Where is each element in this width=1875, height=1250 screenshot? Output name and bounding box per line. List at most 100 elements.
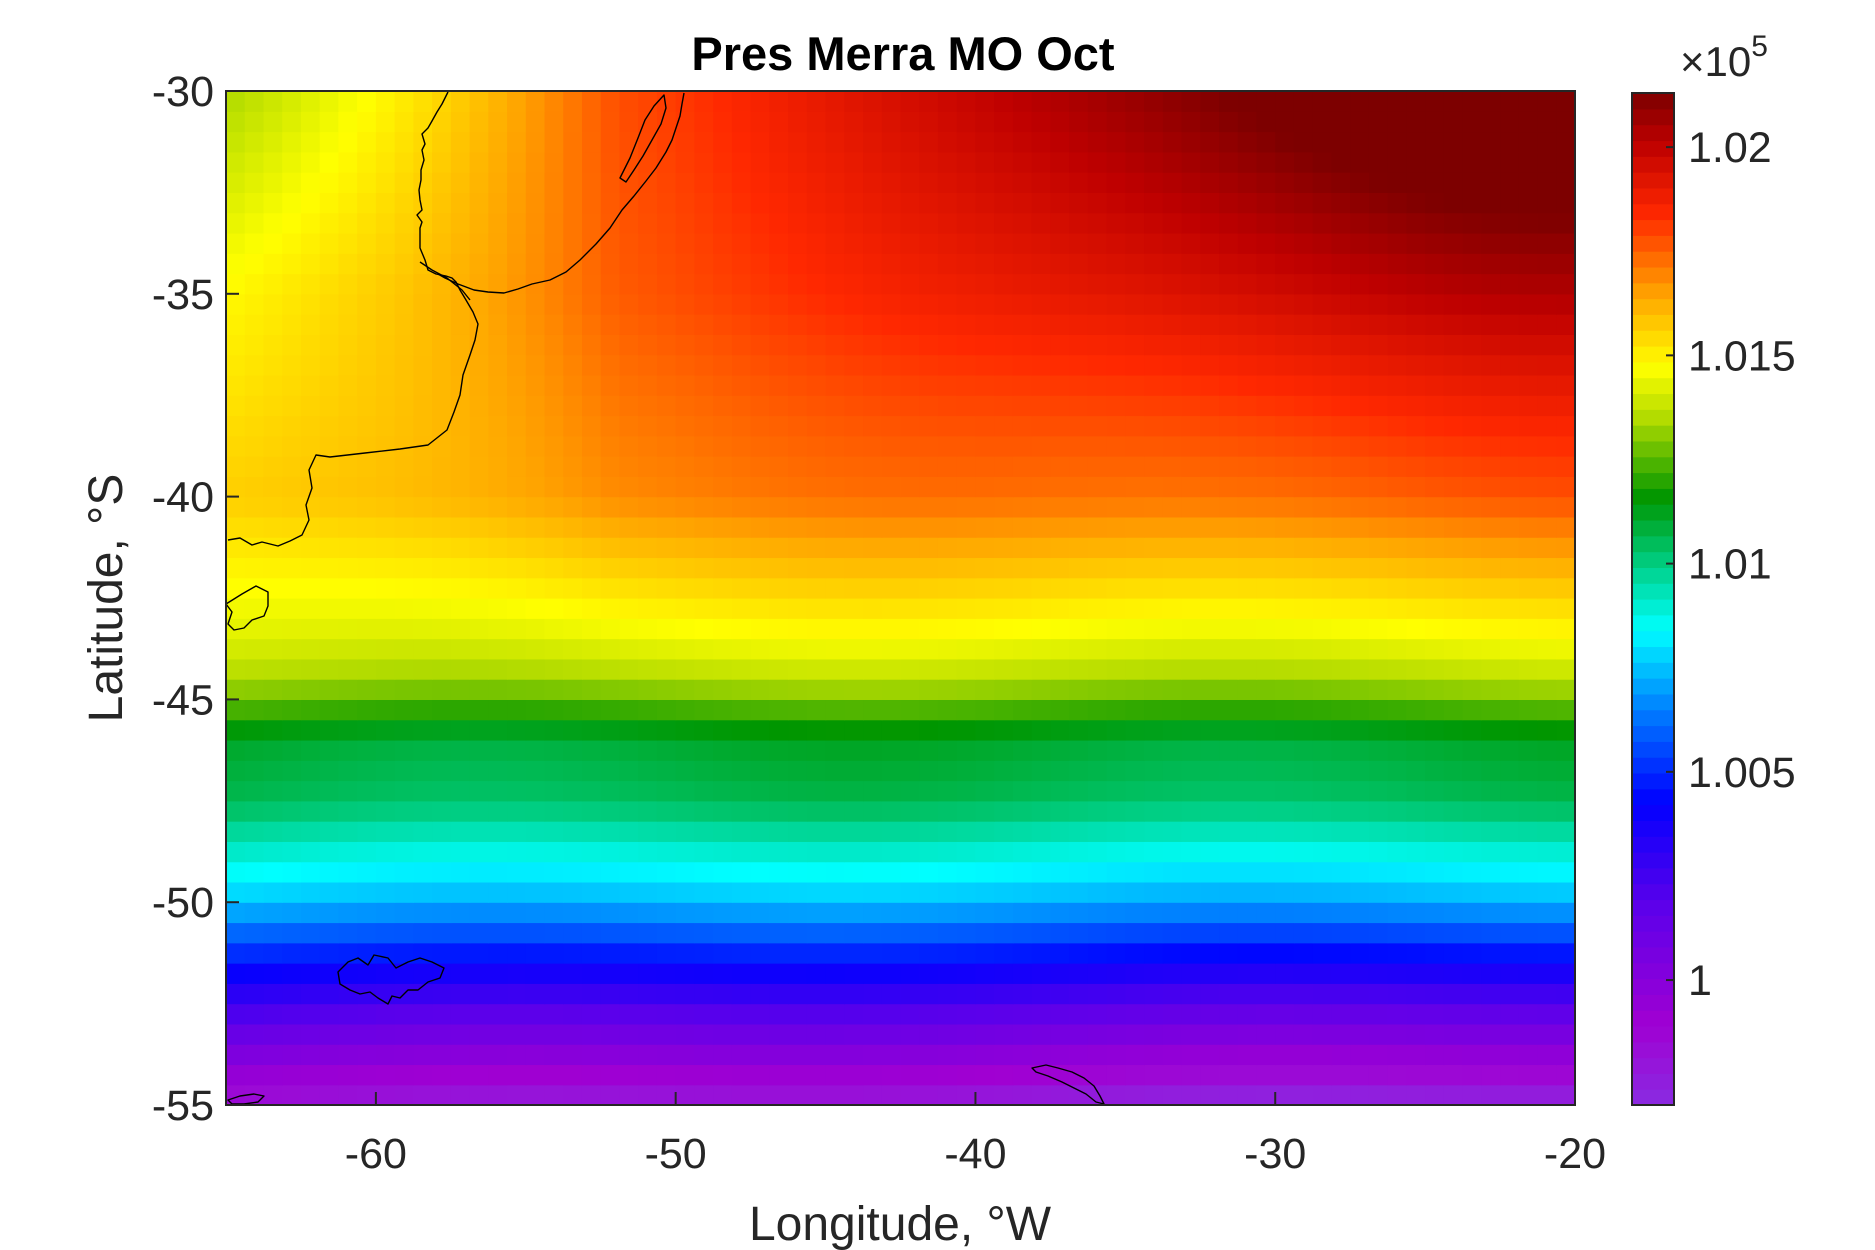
heat-cell — [1050, 983, 1070, 1005]
heat-cell — [1537, 1064, 1557, 1086]
heat-cell — [226, 1003, 246, 1025]
heat-cell — [900, 739, 920, 761]
heat-cell — [956, 111, 977, 133]
heat-cell — [563, 902, 583, 924]
heat-cell — [881, 821, 902, 842]
heat-cell — [713, 496, 733, 518]
heat-cell — [881, 577, 902, 599]
heat-cell — [244, 638, 265, 660]
heat-cell — [488, 658, 508, 680]
heat-cell — [1500, 861, 1520, 883]
heat-cell — [844, 861, 864, 883]
heat-cell — [1162, 861, 1183, 883]
heat-cell — [844, 800, 864, 822]
heat-cell — [357, 314, 377, 335]
heat-cell — [357, 131, 377, 153]
heat-cell — [1425, 821, 1445, 842]
heat-cell — [488, 1003, 508, 1025]
heat-cell — [507, 861, 527, 883]
heat-cell — [1481, 618, 1501, 640]
heat-cell — [1237, 963, 1258, 984]
heat-cell — [432, 922, 452, 944]
heat-cell — [1144, 800, 1164, 822]
heat-cell — [525, 476, 546, 498]
heat-cell — [1106, 395, 1126, 417]
colorbar-step — [1632, 535, 1674, 553]
heat-cell — [1387, 983, 1407, 1005]
heat-cell — [1331, 598, 1351, 619]
heat-cell — [1387, 151, 1407, 173]
heat-cell — [226, 1023, 246, 1045]
heat-cell — [432, 1084, 452, 1106]
heat-cell — [226, 821, 246, 842]
colorbar-step — [1632, 504, 1674, 521]
heat-cell — [544, 212, 564, 234]
heat-cell — [600, 354, 621, 376]
heat-cell — [450, 354, 471, 376]
heat-cell — [1293, 861, 1314, 883]
heat-cell — [956, 374, 977, 396]
heat-cell — [375, 658, 396, 680]
heat-cell — [675, 151, 696, 173]
heat-cell — [1331, 456, 1351, 477]
heat-cell — [300, 374, 321, 396]
heat-cell — [731, 780, 752, 802]
heat-cell — [581, 131, 602, 153]
heat-cell — [544, 537, 564, 559]
heat-cell — [619, 253, 639, 275]
heat-cell — [338, 354, 358, 376]
heat-cell — [713, 91, 733, 112]
heat-cell — [713, 516, 733, 538]
heat-cell — [713, 293, 733, 315]
heat-cell — [1219, 902, 1239, 924]
heat-cell — [1050, 1044, 1070, 1066]
heat-cell — [919, 1003, 939, 1025]
heat-cell — [919, 598, 939, 619]
heat-cell — [357, 354, 377, 376]
heat-cell — [375, 577, 396, 599]
colorbar-step — [1632, 614, 1674, 632]
heat-cell — [450, 395, 471, 417]
heat-cell — [581, 780, 602, 802]
heat-cell — [1200, 942, 1220, 964]
heat-cell — [937, 415, 958, 437]
heat-cell — [450, 232, 471, 254]
heat-cell — [1012, 638, 1033, 660]
heat-cell — [788, 293, 808, 315]
heat-cell — [394, 415, 414, 437]
heat-cell — [1500, 516, 1520, 538]
colorbar-step — [1632, 235, 1674, 252]
heat-cell — [282, 476, 302, 498]
heat-cell — [937, 354, 958, 376]
heat-cell — [750, 942, 770, 964]
heat-cell — [1031, 253, 1051, 275]
heat-cell — [1237, 739, 1258, 761]
heat-cell — [956, 679, 977, 700]
heat-cell — [656, 861, 677, 883]
heat-cell — [1069, 800, 1089, 822]
heat-cell — [1256, 577, 1276, 599]
heat-cell — [394, 1023, 414, 1045]
heat-cell — [1387, 314, 1407, 335]
heat-cell — [1481, 821, 1501, 842]
heat-cell — [656, 111, 677, 133]
heat-cell — [263, 618, 283, 640]
heat-cell — [1106, 922, 1126, 944]
heat-cell — [282, 841, 302, 863]
heat-cell — [1537, 1023, 1557, 1045]
heat-cell — [375, 922, 396, 944]
heat-cell — [244, 91, 265, 112]
heat-cell — [1425, 841, 1445, 863]
heat-cell — [713, 314, 733, 335]
heat-cell — [1518, 456, 1539, 477]
heat-cell — [806, 577, 827, 599]
heat-cell — [450, 151, 471, 173]
heat-cell — [469, 1044, 489, 1066]
heat-cell — [507, 253, 527, 275]
heat-cell — [394, 902, 414, 924]
heat-cell — [432, 1003, 452, 1025]
heat-cell — [750, 577, 770, 599]
heat-cell — [413, 314, 433, 335]
heat-cell — [226, 699, 246, 721]
heat-cell — [1237, 800, 1258, 822]
